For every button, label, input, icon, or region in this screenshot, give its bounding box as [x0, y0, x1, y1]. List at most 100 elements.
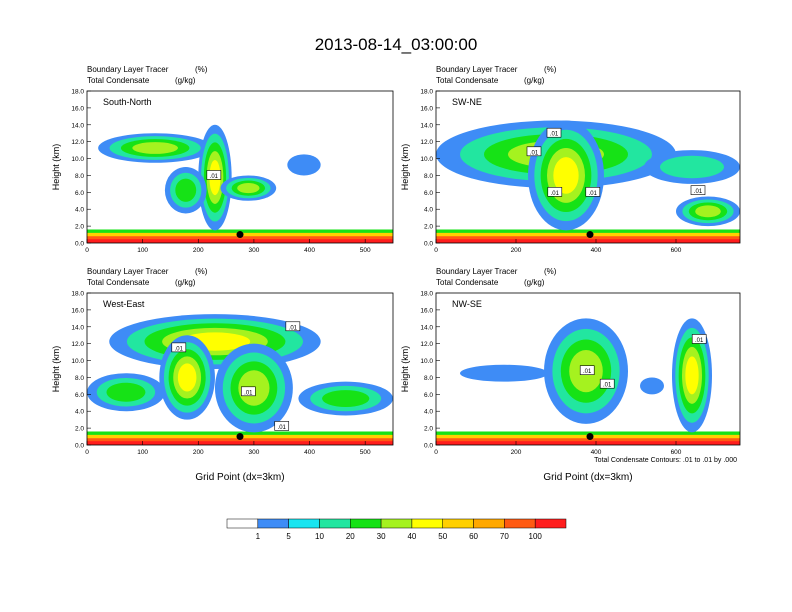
- y-tick-label: 12.0: [71, 139, 84, 146]
- x-tick-label: 500: [360, 449, 371, 456]
- y-tick-label: 14.0: [420, 324, 433, 331]
- y-tick-label: 0.0: [75, 241, 84, 248]
- colorbar-label: 70: [500, 532, 509, 541]
- y-tick-label: 6.0: [75, 392, 84, 399]
- y-tick-label: 2.0: [424, 426, 433, 433]
- panel-label: West-East: [103, 299, 145, 309]
- tracer-plume: [177, 363, 197, 392]
- x-tick-label: 400: [304, 247, 315, 254]
- colorbar-swatch: [473, 518, 505, 529]
- boundary-layer-band: [87, 239, 393, 243]
- y-tick-label: 18.0: [71, 291, 84, 298]
- panel-4: .01 .01 .01 0.0 2.0 4.0 6.0 8.0 10.0 12.0 14.0 16.0…: [400, 267, 741, 483]
- tracer-plume: [695, 205, 721, 218]
- y-tick-label: 2.0: [75, 224, 84, 231]
- tracer-plume: [640, 377, 664, 395]
- x-tick-label: 200: [511, 449, 522, 456]
- contour-label: .01: [695, 338, 704, 344]
- header-tracer-unit: (%): [195, 65, 208, 74]
- header-condensate-unit: (g/kg): [524, 278, 545, 287]
- tracer-plume: [237, 183, 260, 194]
- y-tick-label: 10.0: [71, 358, 84, 365]
- y-tick-label: 4.0: [75, 207, 84, 214]
- colorbar-swatch: [257, 518, 289, 529]
- tracer-field: [87, 314, 393, 445]
- contour-label-box: [241, 386, 256, 397]
- contour-label: .01: [210, 174, 219, 180]
- y-axis-label: Height (km): [51, 346, 61, 393]
- header-condensate: Total Condensate: [87, 278, 150, 287]
- header-tracer-unit: (%): [544, 65, 557, 74]
- y-tick-label: 16.0: [420, 307, 433, 314]
- colorbar-swatch: [504, 518, 536, 529]
- tracer-plume: [685, 356, 699, 395]
- y-tick-label: 12.0: [420, 341, 433, 348]
- site-marker: [586, 433, 594, 441]
- tracer-field: [436, 120, 740, 243]
- boundary-layer-band: [436, 441, 740, 445]
- x-tick-label: 100: [137, 449, 148, 456]
- contour-label: .01: [583, 369, 592, 375]
- y-tick-label: 4.0: [424, 409, 433, 416]
- x-tick-label: 200: [511, 247, 522, 254]
- colorbar-label: 20: [346, 532, 355, 541]
- contour-label-box: [285, 321, 301, 332]
- colorbar-label: 1: [256, 532, 261, 541]
- tracer-plume: [106, 382, 146, 402]
- x-tick-label: 0: [434, 247, 438, 254]
- panel-frame: [435, 292, 741, 446]
- contour-label-box: [274, 421, 290, 431]
- colorbar-label: 100: [529, 532, 543, 541]
- y-tick-label: 14.0: [71, 122, 84, 129]
- tracer-plume: [287, 154, 321, 176]
- contour-label: .01: [694, 189, 703, 195]
- contour-label-box: [579, 365, 595, 375]
- x-tick-label: 200: [193, 247, 204, 254]
- colorbar-label: 10: [315, 532, 324, 541]
- boundary-layer-band: [436, 239, 740, 243]
- y-tick-label: 2.0: [75, 426, 84, 433]
- site-marker: [586, 231, 594, 239]
- x-tick-label: 600: [671, 449, 682, 456]
- y-tick-label: 12.0: [71, 341, 84, 348]
- contour-label: .01: [175, 346, 184, 352]
- contour-label: .01: [278, 425, 287, 431]
- panel-label: NW-SE: [452, 299, 482, 309]
- colorbar-swatch: [288, 518, 320, 529]
- tracer-plume: [175, 178, 197, 202]
- colorbar-label: 5: [286, 532, 291, 541]
- y-tick-label: 4.0: [424, 207, 433, 214]
- contour-label-box: [171, 342, 187, 353]
- colorbar-label: 50: [438, 532, 447, 541]
- x-tick-label: 100: [137, 247, 148, 254]
- x-axis-label: Grid Point (dx=3km): [543, 472, 632, 483]
- y-tick-label: 6.0: [424, 190, 433, 197]
- y-tick-label: 10.0: [420, 358, 433, 365]
- figure-title: 2013-08-14_03:00:00: [315, 35, 478, 54]
- contour-label-box: [206, 170, 222, 180]
- tracer-plume: [553, 157, 579, 194]
- contour-label: .01: [589, 191, 598, 197]
- header-condensate: Total Condensate: [436, 76, 499, 85]
- x-tick-label: 0: [85, 449, 89, 456]
- y-tick-label: 8.0: [75, 173, 84, 180]
- x-tick-label: 0: [85, 247, 89, 254]
- x-tick-label: 400: [591, 247, 602, 254]
- header-condensate: Total Condensate: [87, 76, 150, 85]
- tracer-field: [87, 124, 393, 243]
- colorbar-label: 40: [407, 532, 416, 541]
- colorbar-swatch: [380, 518, 413, 529]
- x-tick-label: 0: [434, 449, 438, 456]
- y-axis-label: Height (km): [400, 346, 410, 393]
- contour-label: .01: [550, 132, 559, 138]
- panel-2: .01 .01 .01 .01 .01 0.0 2.0 4.0 6.0 8.0 10.0 12.0 14…: [400, 65, 741, 254]
- contour-label-box: [690, 185, 706, 195]
- site-marker: [236, 433, 244, 441]
- panel-label: SW-NE: [452, 97, 482, 107]
- contour-label-box: [585, 187, 601, 197]
- header-tracer-unit: (%): [544, 267, 557, 276]
- x-tick-label: 400: [591, 449, 602, 456]
- header-condensate: Total Condensate: [436, 278, 499, 287]
- y-tick-label: 16.0: [420, 105, 433, 112]
- header-tracer: Boundary Layer Tracer: [436, 65, 518, 74]
